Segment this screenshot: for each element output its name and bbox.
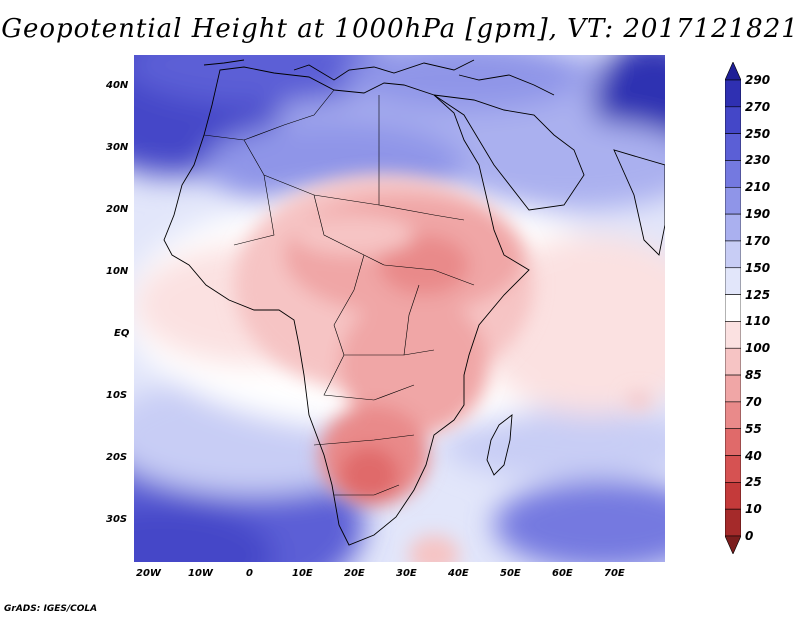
colorbar-level-label: 290 xyxy=(745,73,771,87)
lat-label: 30N xyxy=(106,142,129,153)
lon-label: 10E xyxy=(292,568,313,579)
colorbar-segment xyxy=(725,508,741,537)
colorbar-segment xyxy=(725,240,741,269)
lon-label: 30E xyxy=(396,568,417,579)
colorbar-segment xyxy=(725,455,741,483)
colorbar-segment xyxy=(725,374,741,403)
colorbar-level-label: 25 xyxy=(745,475,762,490)
map-title: Geopotential Height at 1000hPa [gpm], VT… xyxy=(1,14,799,44)
colorbar-segment xyxy=(725,62,741,81)
colorbar-level-label: 170 xyxy=(745,233,771,248)
lon-label: 50E xyxy=(500,568,521,579)
colorbar-segment xyxy=(725,321,741,349)
lat-label: EQ xyxy=(114,328,130,339)
colorbar-segment xyxy=(725,79,741,108)
colorbar-level-label: 230 xyxy=(745,153,771,168)
colorbar-level-label: 190 xyxy=(745,207,771,222)
lat-label: 10S xyxy=(106,390,128,401)
colorbar-level-label: 150 xyxy=(745,260,771,275)
height-field-high xyxy=(234,175,651,562)
colorbar-level-label: 250 xyxy=(745,126,771,141)
colorbar-level-label: 110 xyxy=(745,314,771,329)
lon-label: 10W xyxy=(188,568,213,579)
colorbar-level-label: 210 xyxy=(745,180,771,195)
map-canvas xyxy=(134,55,665,562)
map-panel xyxy=(134,55,665,562)
colorbar-level-label: 70 xyxy=(745,394,762,409)
lat-label: 30S xyxy=(106,514,128,525)
colorbar-level-label: 55 xyxy=(745,421,762,436)
coastline xyxy=(163,59,665,546)
colorbar-level-label: 85 xyxy=(745,368,762,383)
colorbar-level-label: 270 xyxy=(745,99,771,114)
credit-text: GrADS: IGES/COLA xyxy=(4,604,98,614)
colorbar-level-label: 125 xyxy=(745,287,771,302)
colorbar-segment xyxy=(725,428,741,456)
colorbar-segment xyxy=(725,401,741,430)
colorbar-segment xyxy=(725,482,741,510)
lon-label: 0 xyxy=(246,568,253,579)
colorbar-segment xyxy=(725,160,741,188)
colorbar-segment xyxy=(725,294,741,322)
colorbar-segment xyxy=(725,213,741,242)
lat-label: 20S xyxy=(106,452,128,463)
colorbar xyxy=(725,62,741,554)
colorbar-segment xyxy=(725,106,741,134)
colorbar-level-label: 40 xyxy=(745,448,762,463)
colorbar-segment xyxy=(725,133,741,161)
lon-label: 40E xyxy=(448,568,469,579)
colorbar-segment xyxy=(725,347,741,376)
colorbar-level-label: 100 xyxy=(745,341,771,356)
colorbar-level-label: 0 xyxy=(745,529,754,543)
colorbar-segment xyxy=(725,186,741,215)
lat-label: 20N xyxy=(106,204,129,215)
country-borders xyxy=(203,89,475,496)
lon-label: 60E xyxy=(552,568,573,579)
lat-label: 10N xyxy=(106,266,129,277)
colorbar-segment xyxy=(725,267,741,295)
lon-label: 20W xyxy=(136,568,161,579)
lon-label: 70E xyxy=(604,568,625,579)
lat-label: 40N xyxy=(106,80,129,91)
lon-label: 20E xyxy=(344,568,365,579)
colorbar-segment xyxy=(725,535,741,554)
colorbar-level-label: 10 xyxy=(745,502,762,517)
